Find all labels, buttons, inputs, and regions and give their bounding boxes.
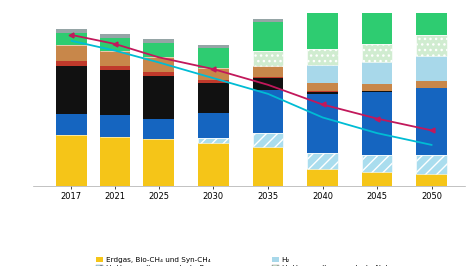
- Bar: [198, 113, 228, 138]
- Bar: [253, 19, 283, 22]
- Legend: Erdgas, Bio-CH₄ und Syn-CH₄, H₂ Umwandlungsverluste Prozesse, Elektrische Energi: Erdgas, Bio-CH₄ und Syn-CH₄, H₂ Umwandlu…: [94, 256, 403, 266]
- Bar: [198, 68, 228, 81]
- Bar: [417, 35, 447, 56]
- Bar: [307, 49, 338, 65]
- Bar: [56, 45, 87, 61]
- Bar: [100, 115, 130, 137]
- Bar: [417, 0, 447, 35]
- Bar: [362, 0, 392, 44]
- Bar: [198, 138, 228, 143]
- Bar: [417, 174, 447, 186]
- Bar: [144, 39, 174, 43]
- Bar: [144, 72, 174, 76]
- Bar: [253, 77, 283, 78]
- Bar: [362, 155, 392, 172]
- Bar: [198, 143, 228, 186]
- Bar: [198, 48, 228, 68]
- Bar: [417, 155, 447, 174]
- Bar: [144, 139, 174, 186]
- Bar: [253, 90, 283, 133]
- Bar: [198, 45, 228, 48]
- Bar: [100, 137, 130, 186]
- Bar: [144, 57, 174, 72]
- Bar: [100, 34, 130, 38]
- Bar: [307, 153, 338, 169]
- Bar: [307, 94, 338, 153]
- Bar: [144, 119, 174, 139]
- Bar: [198, 83, 228, 113]
- Bar: [56, 61, 87, 66]
- Bar: [307, 0, 338, 2]
- Bar: [362, 92, 392, 155]
- Bar: [253, 51, 283, 65]
- Bar: [307, 2, 338, 49]
- Bar: [56, 114, 87, 135]
- Bar: [253, 78, 283, 90]
- Bar: [362, 44, 392, 63]
- Bar: [417, 81, 447, 88]
- Bar: [307, 92, 338, 94]
- Bar: [307, 83, 338, 92]
- Bar: [417, 88, 447, 155]
- Bar: [144, 76, 174, 119]
- Bar: [307, 65, 338, 83]
- Bar: [100, 51, 130, 66]
- Bar: [144, 43, 174, 57]
- Bar: [56, 33, 87, 45]
- Bar: [100, 38, 130, 51]
- Bar: [307, 169, 338, 186]
- Bar: [56, 135, 87, 186]
- Bar: [253, 147, 283, 186]
- Bar: [417, 56, 447, 81]
- Bar: [253, 65, 283, 77]
- Bar: [56, 66, 87, 114]
- Bar: [362, 63, 392, 84]
- Bar: [56, 29, 87, 33]
- Bar: [362, 91, 392, 92]
- Bar: [362, 172, 392, 186]
- Bar: [362, 84, 392, 91]
- Bar: [253, 133, 283, 147]
- Bar: [198, 81, 228, 83]
- Bar: [253, 22, 283, 51]
- Bar: [100, 70, 130, 115]
- Bar: [100, 66, 130, 70]
